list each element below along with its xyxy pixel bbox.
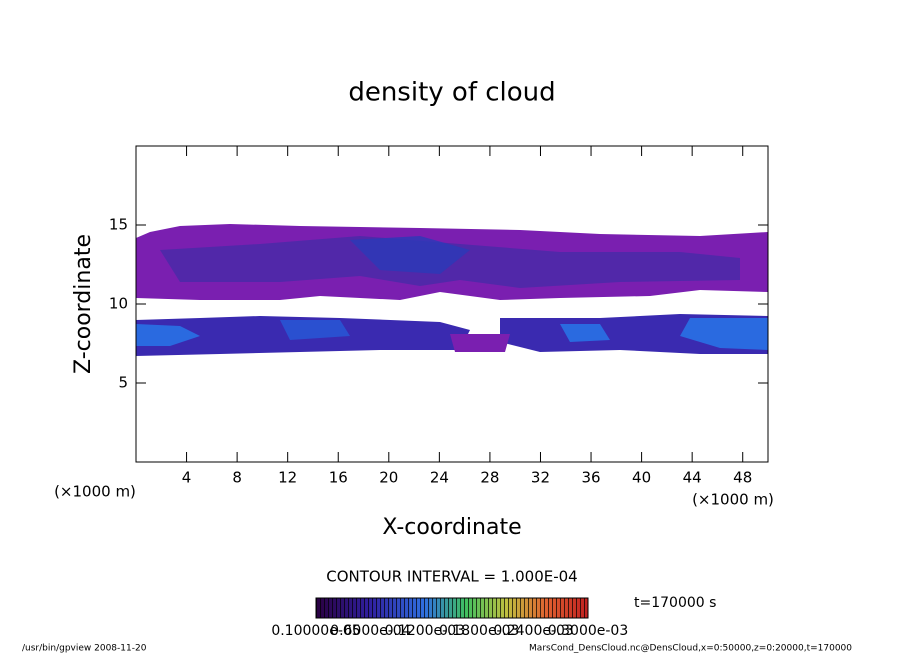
y-axis-label: Z-coordinate (71, 234, 96, 374)
x-tick-label: 40 (632, 469, 651, 487)
footer-right: MarsCond_DensCloud.nc@DensCloud,x=0:5000… (529, 644, 852, 654)
x-tick-label: 36 (581, 469, 600, 487)
colorbar-label: 0.3000e-03 (548, 623, 628, 639)
x-unit: (×1000 m) (54, 483, 136, 501)
x-tick-label: 44 (683, 469, 702, 487)
y-tick-label: 10 (109, 295, 128, 313)
x-tick-label: 4 (182, 469, 192, 487)
x-tick-label: 24 (430, 469, 449, 487)
footer-left: /usr/bin/gpview 2008-11-20 (22, 644, 147, 654)
plot-frame (135, 145, 769, 463)
time-label: t=170000 s (634, 595, 716, 611)
x-tick-label: 16 (329, 469, 348, 487)
x-tick-label: 8 (232, 469, 242, 487)
colorbar-label: 0.1800e-03 (439, 623, 519, 639)
x-axis-label: X-coordinate (382, 515, 521, 540)
colorbar-label: 0.2400e-03 (493, 623, 573, 639)
x-tick-label: 48 (733, 469, 752, 487)
contour-interval: CONTOUR INTERVAL = 1.000E-04 (326, 568, 577, 586)
colorbar-frame (315, 597, 589, 619)
y-tick-label: 5 (118, 374, 128, 392)
x-tick-label: 32 (531, 469, 550, 487)
colorbar-label: 0.1200e-03 (385, 623, 465, 639)
x-tick-label: 28 (480, 469, 499, 487)
y-tick-label: 15 (109, 216, 128, 234)
chart-title: density of cloud (348, 78, 555, 108)
colorbar-label: 0.6000e-04 (330, 623, 411, 639)
contour-field (136, 224, 768, 356)
x-unit: (×1000 m) (692, 491, 774, 509)
colorbar-label: 0.10000e-05 (271, 623, 360, 639)
x-tick-label: 20 (379, 469, 398, 487)
x-tick-label: 12 (278, 469, 297, 487)
